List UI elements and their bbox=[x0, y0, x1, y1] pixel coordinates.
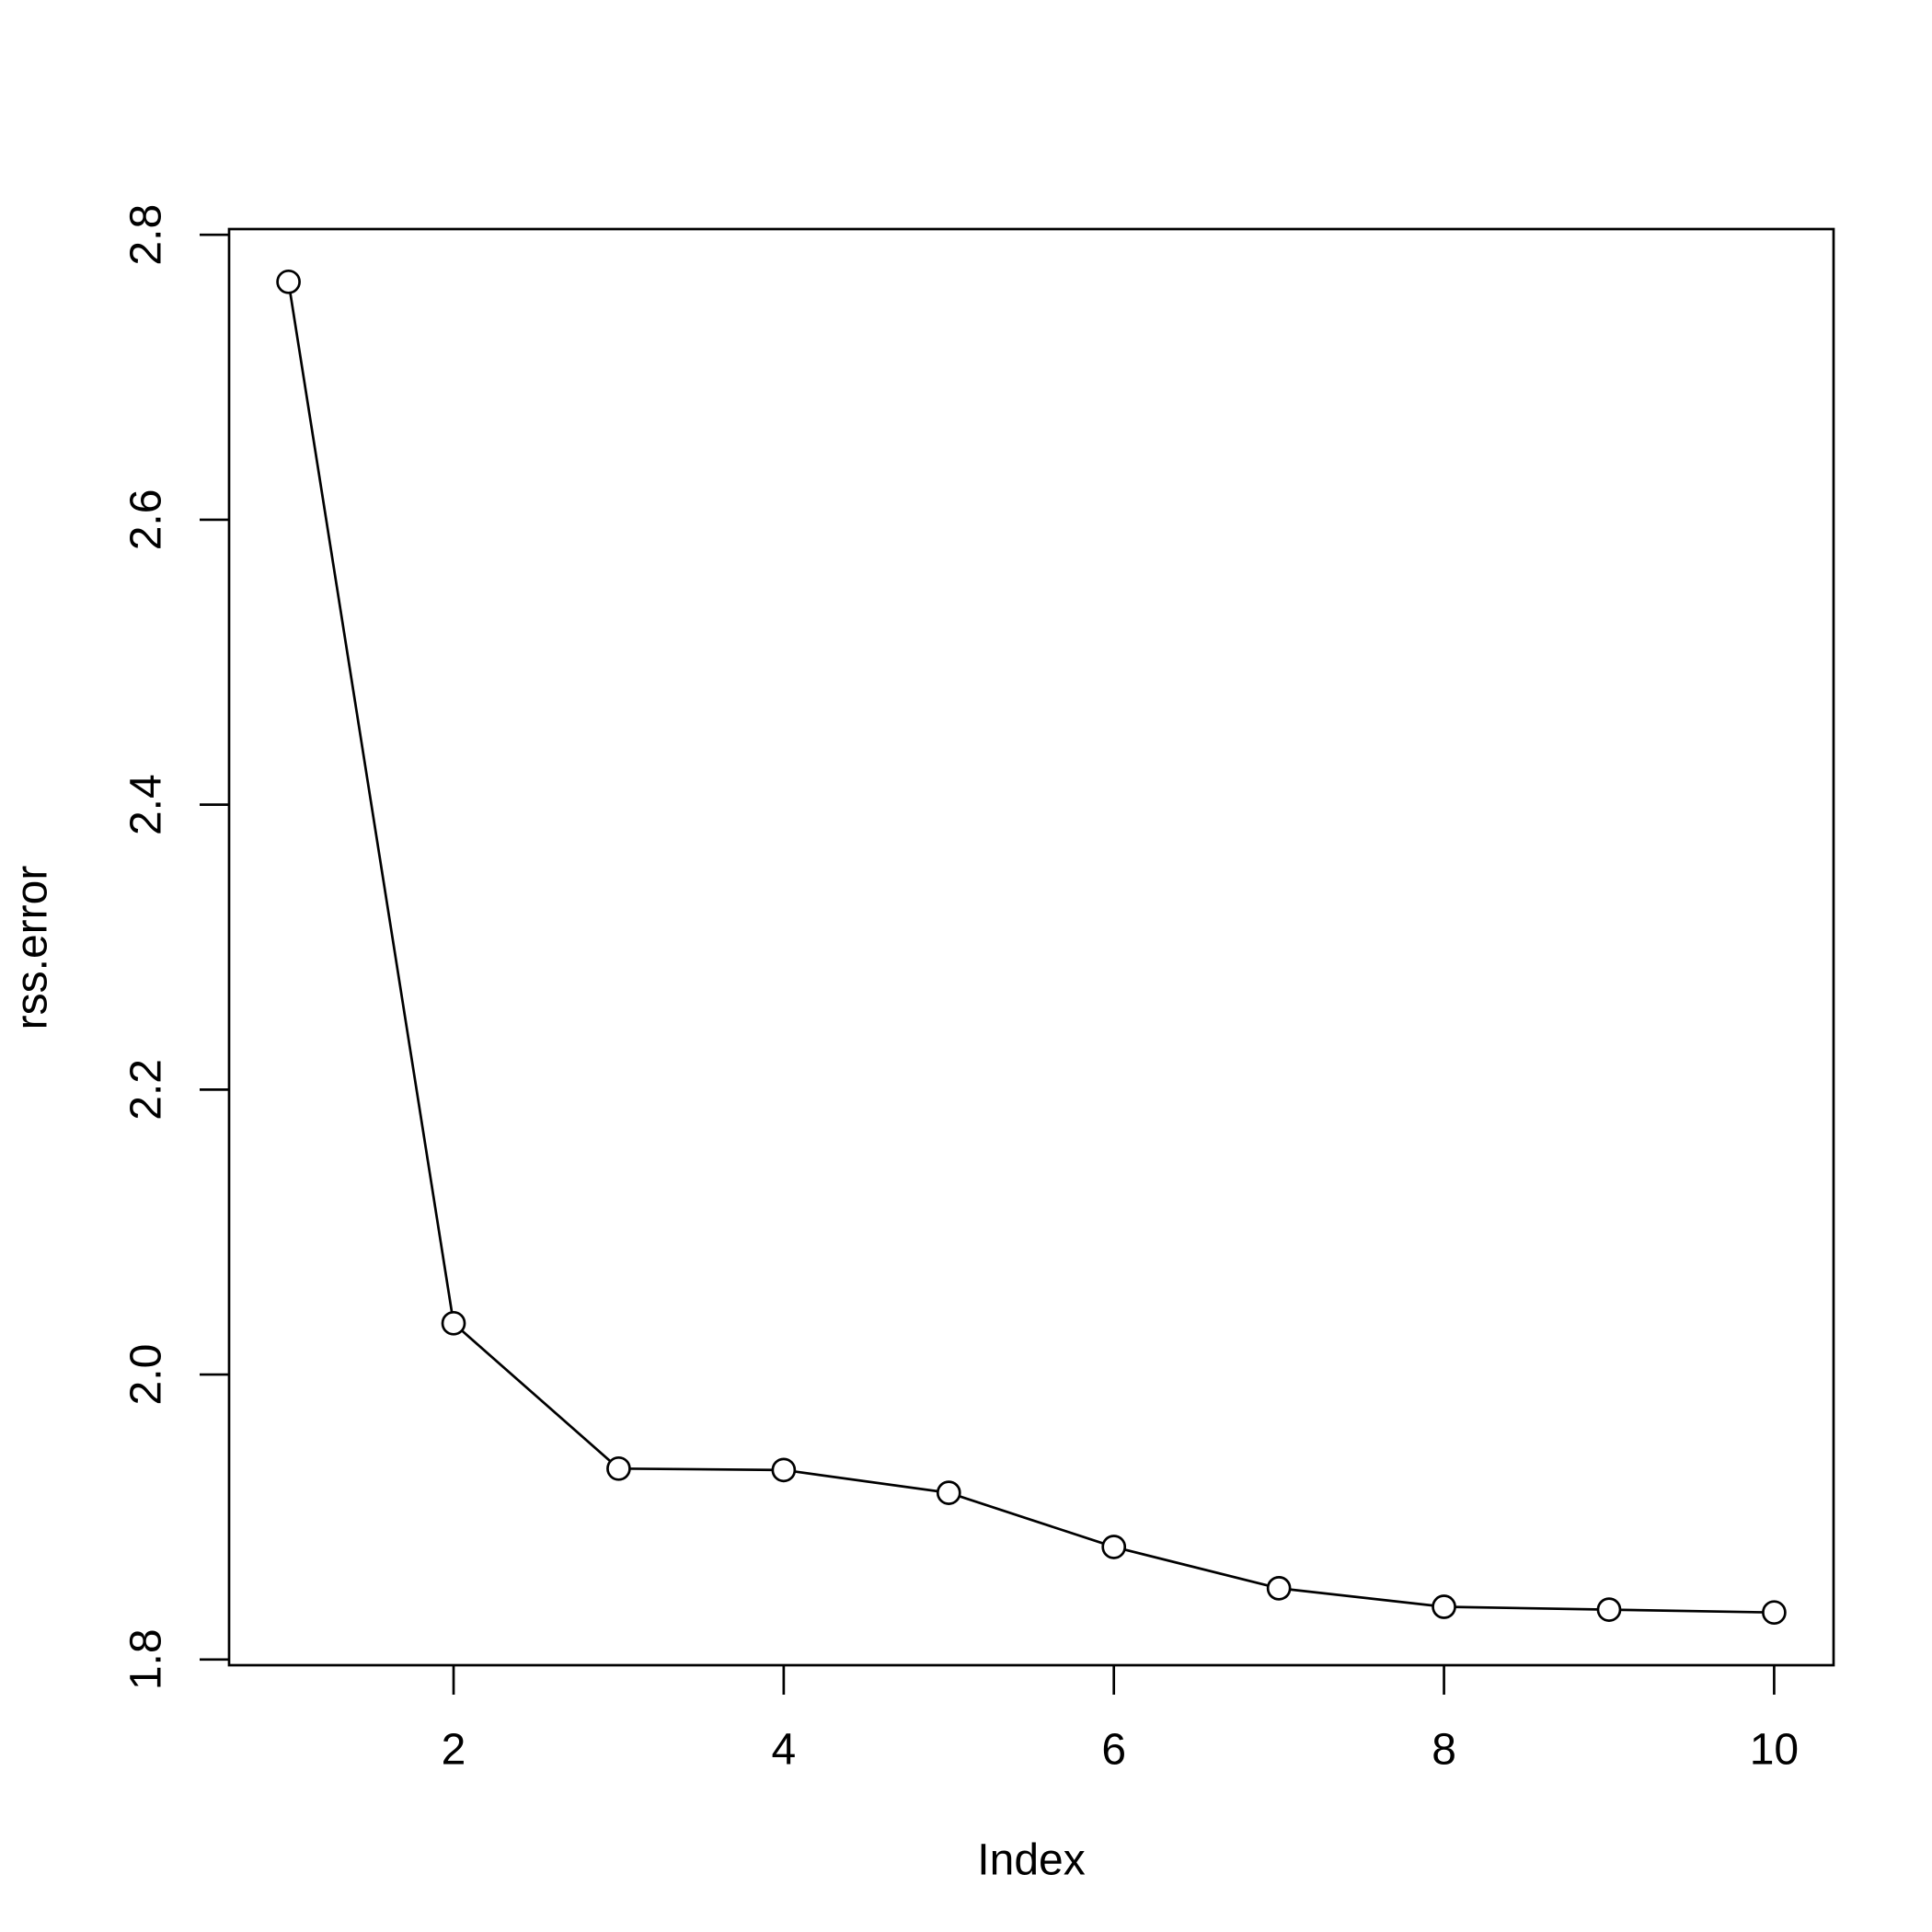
point bbox=[606, 1455, 631, 1481]
y-tick-label: 2.6 bbox=[122, 489, 171, 551]
y-axis-label: rss.error bbox=[8, 866, 57, 1030]
point bbox=[1596, 1597, 1622, 1622]
x-axis-label: Index bbox=[977, 1836, 1085, 1885]
x-tick-label: 2 bbox=[442, 1726, 466, 1775]
point bbox=[771, 1457, 797, 1483]
x-tick-label: 10 bbox=[1750, 1726, 1799, 1775]
line bbox=[287, 282, 1775, 1615]
point bbox=[1266, 1576, 1292, 1601]
x-tick-label: 8 bbox=[1432, 1726, 1456, 1775]
y-tick-label: 1.8 bbox=[122, 1628, 171, 1690]
point bbox=[1762, 1600, 1787, 1626]
point bbox=[1432, 1594, 1456, 1619]
x-tick-label: 6 bbox=[1101, 1726, 1126, 1775]
y-tick-label: 2.0 bbox=[122, 1344, 171, 1406]
y-tick-label: 2.4 bbox=[122, 774, 171, 835]
point bbox=[276, 269, 301, 294]
y-tick-label: 2.2 bbox=[122, 1059, 171, 1121]
x-tick-label: 4 bbox=[772, 1726, 797, 1775]
plot-frame bbox=[227, 227, 1835, 1667]
y-tick-label: 2.8 bbox=[122, 204, 171, 266]
point bbox=[441, 1310, 466, 1336]
point bbox=[936, 1480, 961, 1505]
point bbox=[1101, 1535, 1127, 1559]
